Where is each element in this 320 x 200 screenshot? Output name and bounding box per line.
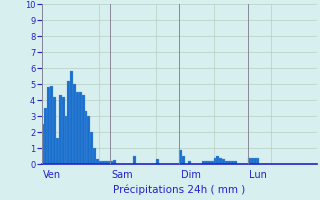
Bar bbox=[73, 84, 76, 164]
Bar bbox=[56, 138, 59, 164]
Text: Lun: Lun bbox=[249, 170, 267, 180]
Bar bbox=[205, 161, 208, 164]
Bar bbox=[188, 161, 191, 164]
Bar bbox=[79, 92, 82, 164]
Bar bbox=[208, 161, 211, 164]
Bar bbox=[93, 148, 96, 164]
Bar bbox=[219, 158, 222, 164]
Bar bbox=[214, 158, 216, 164]
Bar bbox=[70, 71, 73, 164]
Bar bbox=[248, 158, 251, 164]
Bar bbox=[251, 158, 254, 164]
Bar bbox=[47, 87, 50, 164]
Bar bbox=[42, 124, 44, 164]
Bar bbox=[62, 97, 65, 164]
Bar bbox=[156, 159, 159, 164]
Bar bbox=[108, 161, 110, 164]
Bar bbox=[102, 161, 105, 164]
Bar bbox=[68, 81, 70, 164]
Bar bbox=[50, 86, 53, 164]
Bar bbox=[216, 156, 219, 164]
Text: Dim: Dim bbox=[180, 170, 201, 180]
Bar bbox=[96, 159, 99, 164]
Bar bbox=[211, 161, 214, 164]
Bar bbox=[44, 108, 47, 164]
Bar bbox=[82, 95, 84, 164]
Bar bbox=[53, 97, 56, 164]
Bar bbox=[257, 158, 260, 164]
Bar bbox=[254, 158, 257, 164]
Bar bbox=[76, 92, 79, 164]
Bar bbox=[234, 161, 236, 164]
Text: Précipitations 24h ( mm ): Précipitations 24h ( mm ) bbox=[113, 185, 245, 195]
Bar bbox=[202, 161, 205, 164]
Bar bbox=[87, 116, 90, 164]
Bar bbox=[90, 132, 93, 164]
Bar bbox=[231, 161, 234, 164]
Bar bbox=[105, 161, 108, 164]
Bar bbox=[179, 150, 182, 164]
Bar bbox=[182, 156, 185, 164]
Bar bbox=[222, 159, 225, 164]
Text: Ven: Ven bbox=[43, 170, 61, 180]
Bar bbox=[113, 160, 116, 164]
Bar bbox=[65, 116, 68, 164]
Bar bbox=[133, 156, 136, 164]
Text: Sam: Sam bbox=[112, 170, 133, 180]
Bar bbox=[84, 111, 87, 164]
Bar bbox=[225, 161, 228, 164]
Bar bbox=[99, 161, 102, 164]
Bar bbox=[228, 161, 231, 164]
Bar bbox=[59, 95, 62, 164]
Bar bbox=[110, 161, 113, 164]
